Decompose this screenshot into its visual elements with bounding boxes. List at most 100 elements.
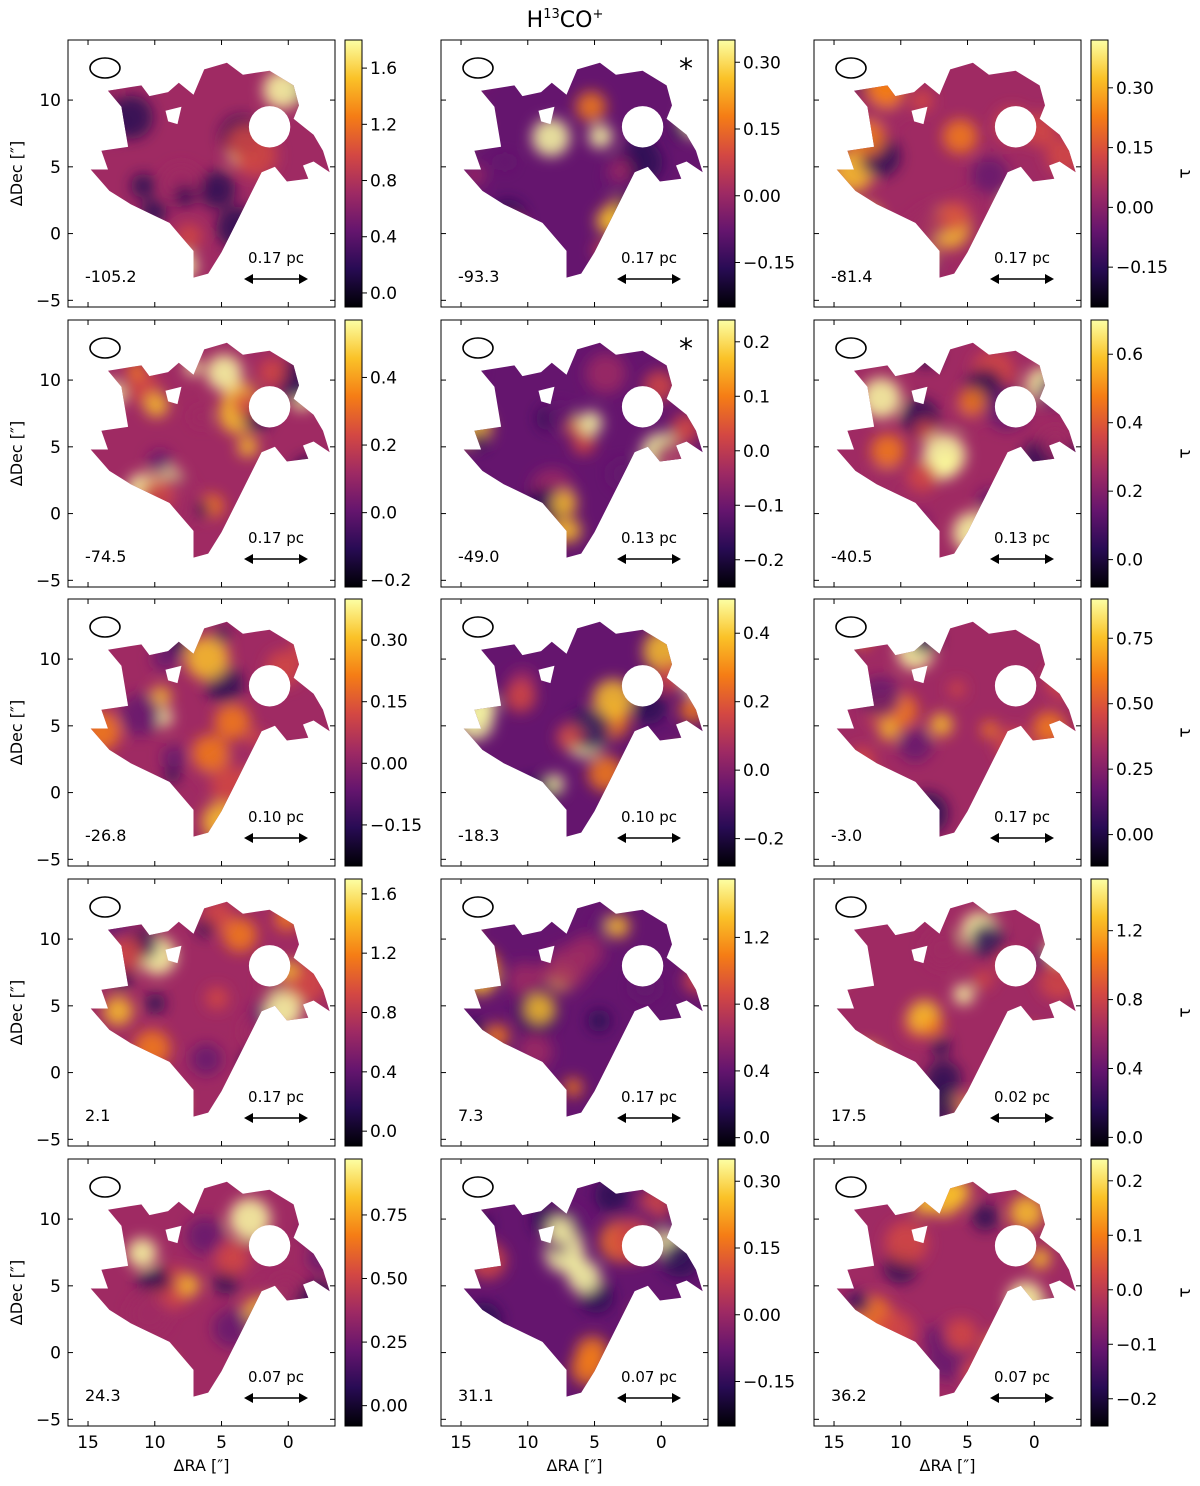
- heatmap-blob: [614, 192, 658, 236]
- heatmap-blob: [241, 1296, 281, 1336]
- heatmap-blob: [290, 1057, 323, 1090]
- heatmap-blob: [587, 1009, 611, 1033]
- x-tick-label: 5: [962, 1433, 973, 1453]
- velocity-label: -74.5: [85, 547, 126, 566]
- heatmap-blob: [490, 216, 528, 254]
- heatmap-blob: [930, 1036, 951, 1057]
- map-hole-circle: [248, 1225, 291, 1267]
- heatmap-blob: [679, 696, 703, 723]
- heatmap-blob: [914, 419, 935, 440]
- significance-star: *: [679, 52, 693, 85]
- heatmap-blob: [1057, 1044, 1076, 1076]
- y-tick-label: −5: [36, 850, 61, 870]
- map-hole-circle: [621, 1225, 664, 1267]
- beam-ellipse: [835, 57, 867, 79]
- heatmap-blob: [507, 962, 541, 997]
- heatmap-blob: [1060, 815, 1076, 837]
- colorbar-tick-label: 0.15: [743, 1239, 781, 1259]
- heatmap-blob: [969, 922, 1004, 957]
- heatmap-blob: [1041, 1328, 1075, 1363]
- colorbar-tick-label: 0.8: [1116, 991, 1143, 1011]
- panel: 15 10 5 0 ΔRA [″] 31.1 0.07 pc −0.15 0.00 0.15 0.3…: [440, 1158, 795, 1475]
- title-sup-13: 13: [543, 7, 560, 22]
- heatmap-blob: [551, 490, 578, 517]
- map-hole-circle: [248, 945, 291, 987]
- y-axis-label: ΔDec [″]: [7, 700, 26, 765]
- scalebar-arrow-right: [1045, 833, 1054, 843]
- heatmap-blob: [898, 727, 933, 762]
- heatmap-blob: [953, 984, 975, 1005]
- heatmap-blob: [463, 164, 486, 186]
- heatmap-blob: [109, 95, 154, 140]
- heatmap-blob: [924, 931, 962, 969]
- colorbar-tick-label: 1.2: [370, 944, 397, 964]
- y-tick-label: 10: [39, 650, 61, 670]
- colorbar-tick-label: 0.1: [1116, 1226, 1143, 1246]
- colorbar-tick-label: −0.1: [1116, 1335, 1157, 1355]
- heatmap-blob: [546, 1217, 573, 1243]
- heatmap-blob: [662, 212, 684, 234]
- map-hole-notch: [538, 945, 555, 964]
- colorbar-tick-label: 0.30: [743, 53, 781, 73]
- heatmap-blob: [258, 1064, 285, 1091]
- map-hole-notch: [911, 945, 928, 964]
- heatmap-blob: [191, 734, 229, 772]
- colorbar-tick-label: 0.8: [743, 995, 770, 1015]
- heatmap-blob: [999, 1043, 1023, 1066]
- heatmap-blob: [929, 713, 953, 737]
- scalebar-label: 0.10 pc: [248, 808, 304, 826]
- heatmap-blob: [1009, 1195, 1044, 1230]
- map-hole-circle: [994, 106, 1037, 148]
- heatmap-blob: [944, 1318, 978, 1352]
- y-axis-label: ΔDec [″]: [7, 141, 26, 206]
- x-tick-label: 15: [450, 1433, 472, 1453]
- heatmap-blob: [93, 948, 114, 969]
- colorbar-label: τ: [1175, 1287, 1195, 1297]
- heatmap-blob: [463, 667, 480, 684]
- velocity-label: 2.1: [85, 1106, 110, 1125]
- map-hole-notch: [911, 386, 928, 405]
- heatmap-blob: [90, 492, 120, 534]
- heatmap-blob: [925, 1060, 962, 1097]
- heatmap-blob: [531, 118, 570, 157]
- scalebar-arrow-left: [617, 554, 626, 564]
- heatmap-blob: [848, 119, 886, 157]
- velocity-label: -49.0: [458, 547, 499, 566]
- heatmap-blob: [190, 1043, 223, 1076]
- heatmap-blob: [864, 65, 905, 105]
- colorbar-tick-label: 0.0: [743, 442, 770, 462]
- colorbar-tick-label: −0.15: [743, 1373, 795, 1393]
- heatmap-blob: [463, 1181, 491, 1207]
- heatmap-blob: [995, 727, 1031, 763]
- scalebar-arrow-right: [672, 554, 681, 564]
- y-tick-label: 0: [50, 225, 61, 245]
- y-tick-label: 0: [50, 784, 61, 804]
- scalebar-label: 0.13 pc: [621, 529, 677, 547]
- map-hole-notch: [911, 1225, 928, 1244]
- map-hole-notch: [911, 106, 928, 125]
- colorbar: [1090, 39, 1109, 308]
- velocity-label: -18.3: [458, 826, 499, 845]
- beam-ellipse: [89, 896, 121, 918]
- heatmap-blob: [465, 1301, 502, 1339]
- map-hole-circle: [248, 665, 291, 707]
- panel: −5 0 5 10 ΔDec [″] -105.2 0.17 pc 0.0 0.4 0.8 1.2 1…: [7, 39, 397, 311]
- scalebar-arrow-right: [299, 1113, 308, 1123]
- heatmap-blob: [567, 1259, 601, 1294]
- heatmap-blob: [201, 802, 241, 837]
- heatmap-blob: [662, 747, 700, 785]
- y-tick-label: 10: [39, 930, 61, 950]
- axes-frame: [67, 878, 336, 1147]
- y-tick-label: −5: [36, 571, 61, 591]
- heatmap-blob: [848, 1292, 870, 1315]
- colorbar: [1090, 598, 1109, 867]
- beam-ellipse: [89, 1176, 121, 1198]
- heatmap-blob: [973, 969, 993, 990]
- colorbar-label: τ: [1175, 448, 1195, 458]
- heatmap-blob: [1045, 664, 1076, 699]
- axes-frame: [67, 39, 336, 308]
- heatmap-blob: [469, 1078, 491, 1100]
- velocity-label: -105.2: [85, 267, 137, 286]
- scalebar-arrow-left: [244, 274, 253, 284]
- colorbar-tick-label: 0.4: [1116, 414, 1143, 434]
